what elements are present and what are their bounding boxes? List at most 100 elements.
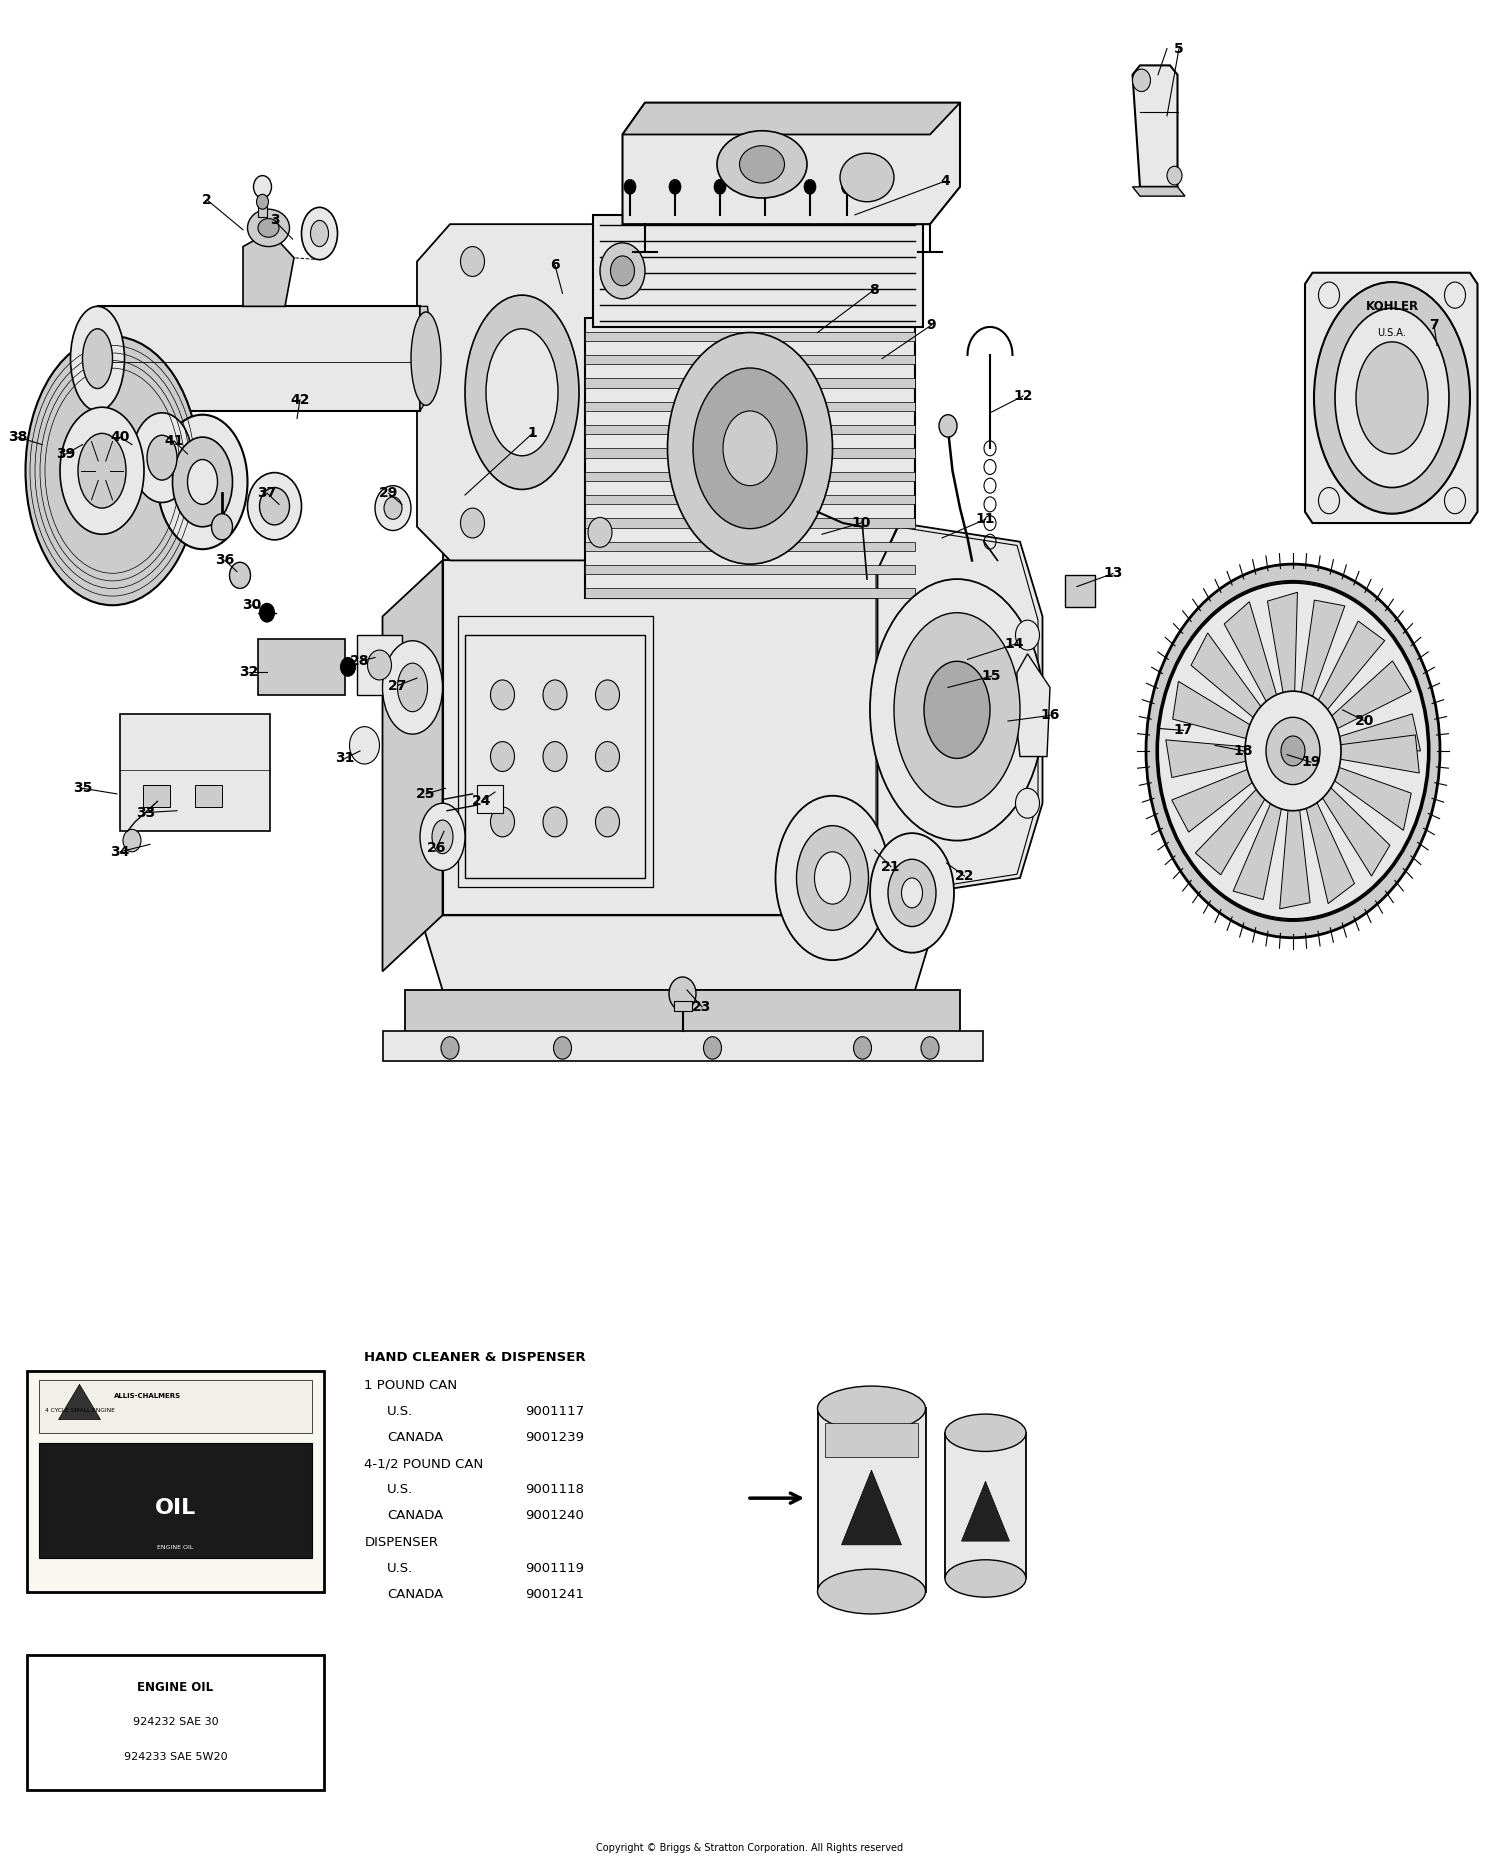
Text: 3: 3 (270, 213, 279, 228)
Text: 4 CYCLE SMALL ENGINE: 4 CYCLE SMALL ENGINE (45, 1408, 116, 1414)
Text: 30: 30 (243, 598, 261, 613)
Text: 35: 35 (74, 781, 92, 796)
Ellipse shape (818, 1569, 926, 1614)
Bar (945, 1433, 1026, 1578)
Circle shape (490, 742, 514, 771)
Text: 8: 8 (870, 282, 879, 297)
Ellipse shape (776, 796, 889, 960)
Ellipse shape (258, 219, 279, 237)
Polygon shape (1233, 790, 1286, 900)
Circle shape (1016, 620, 1040, 650)
Text: CANADA: CANADA (387, 1431, 444, 1444)
Polygon shape (1280, 792, 1310, 910)
Polygon shape (1172, 766, 1264, 831)
Circle shape (490, 807, 514, 837)
Polygon shape (382, 560, 442, 971)
Ellipse shape (382, 641, 442, 734)
Polygon shape (585, 402, 915, 411)
Text: KOHLER: KOHLER (1365, 301, 1419, 312)
Text: 25: 25 (416, 786, 435, 801)
Ellipse shape (945, 1560, 1026, 1597)
Text: 17: 17 (1174, 723, 1192, 738)
Polygon shape (585, 542, 915, 551)
Text: 11: 11 (975, 512, 996, 527)
Ellipse shape (432, 820, 453, 854)
Ellipse shape (818, 1386, 926, 1431)
Ellipse shape (132, 413, 192, 502)
Text: 4-1/2 POUND CAN: 4-1/2 POUND CAN (364, 1457, 483, 1470)
Text: 18: 18 (1233, 743, 1254, 758)
Text: 6: 6 (550, 258, 560, 273)
Polygon shape (585, 377, 915, 389)
Text: 1: 1 (528, 426, 537, 441)
Text: 14: 14 (1005, 637, 1025, 652)
Text: 39: 39 (57, 446, 75, 461)
Circle shape (669, 179, 681, 194)
Polygon shape (1268, 592, 1298, 710)
Polygon shape (405, 990, 960, 1037)
Text: HAND CLEANER & DISPENSER: HAND CLEANER & DISPENSER (364, 1351, 586, 1364)
Ellipse shape (420, 803, 465, 870)
Text: 9001240: 9001240 (525, 1509, 584, 1522)
Polygon shape (1173, 682, 1260, 742)
Ellipse shape (796, 826, 868, 930)
Text: ALLIS-CHALMERS: ALLIS-CHALMERS (114, 1394, 182, 1399)
Polygon shape (1316, 777, 1390, 876)
Ellipse shape (1245, 691, 1341, 811)
Ellipse shape (254, 176, 272, 198)
Ellipse shape (945, 1414, 1026, 1451)
Ellipse shape (375, 486, 411, 531)
Text: 16: 16 (1041, 708, 1059, 723)
Polygon shape (1324, 714, 1420, 751)
Circle shape (596, 742, 619, 771)
Ellipse shape (158, 415, 248, 549)
Ellipse shape (188, 460, 218, 504)
Text: 24: 24 (471, 794, 492, 809)
Ellipse shape (26, 336, 200, 605)
Text: 22: 22 (954, 869, 975, 884)
Polygon shape (477, 785, 502, 813)
Ellipse shape (840, 153, 894, 202)
Ellipse shape (740, 146, 784, 183)
Circle shape (1318, 282, 1340, 308)
Text: 33: 33 (136, 805, 154, 820)
Circle shape (1318, 488, 1340, 514)
Polygon shape (442, 560, 915, 915)
Text: 2: 2 (202, 192, 211, 207)
Text: 41: 41 (165, 433, 183, 448)
Text: 31: 31 (336, 751, 354, 766)
Polygon shape (1320, 661, 1412, 734)
Polygon shape (465, 635, 645, 878)
Text: 21: 21 (882, 859, 900, 874)
Text: 12: 12 (1014, 389, 1032, 403)
Text: 42: 42 (291, 392, 309, 407)
Circle shape (1444, 488, 1466, 514)
Text: 36: 36 (216, 553, 234, 568)
Polygon shape (382, 1031, 982, 1061)
Circle shape (543, 742, 567, 771)
Text: 32: 32 (240, 665, 258, 680)
Bar (142, 785, 170, 807)
Text: 40: 40 (111, 430, 129, 445)
Polygon shape (585, 564, 915, 575)
Circle shape (596, 807, 619, 837)
Polygon shape (585, 355, 915, 364)
Ellipse shape (1158, 583, 1428, 919)
Circle shape (588, 517, 612, 547)
Circle shape (1016, 788, 1040, 818)
Text: 26: 26 (427, 841, 445, 856)
Polygon shape (420, 915, 938, 990)
Circle shape (1444, 282, 1466, 308)
Text: 29: 29 (380, 486, 398, 501)
Text: U.S.: U.S. (387, 1483, 412, 1496)
Text: 9001241: 9001241 (525, 1588, 584, 1601)
Text: CANADA: CANADA (387, 1509, 444, 1522)
Polygon shape (420, 306, 435, 411)
Ellipse shape (717, 131, 807, 198)
Ellipse shape (924, 661, 990, 758)
Polygon shape (1017, 654, 1050, 757)
Ellipse shape (1335, 308, 1449, 488)
Polygon shape (120, 714, 270, 831)
Polygon shape (842, 1470, 902, 1545)
Ellipse shape (870, 579, 1044, 841)
